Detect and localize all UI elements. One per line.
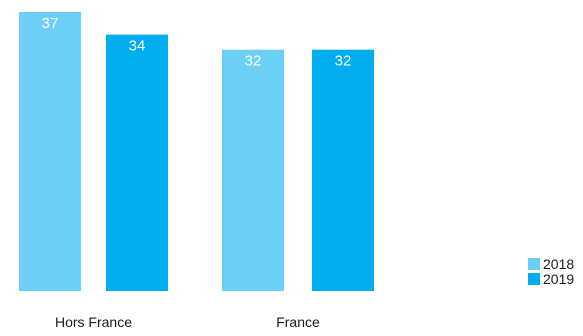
- bar-value-labels: 37 34 32 32: [42, 15, 352, 70]
- bar-2018-france: [222, 49, 284, 292]
- x-tick-label: Hors France: [55, 314, 132, 330]
- legend-swatch-2018: [528, 258, 540, 270]
- bar-value-label: 34: [129, 38, 146, 55]
- x-axis-tick-labels: Hors France France: [55, 314, 320, 330]
- legend-label-2019: 2019: [543, 271, 574, 287]
- bar-value-label: 32: [335, 53, 352, 70]
- legend-label-2018: 2018: [543, 256, 574, 272]
- legend-swatch-2019: [528, 273, 540, 285]
- bar-2018-hors-france: [19, 12, 81, 291]
- bars-layer: [19, 12, 374, 292]
- x-tick-label: France: [276, 314, 320, 330]
- bar-value-label: 37: [42, 15, 59, 32]
- bar-2019-france: [312, 49, 374, 292]
- bar-value-label: 32: [245, 53, 262, 70]
- bar-2019-hors-france: [106, 34, 168, 292]
